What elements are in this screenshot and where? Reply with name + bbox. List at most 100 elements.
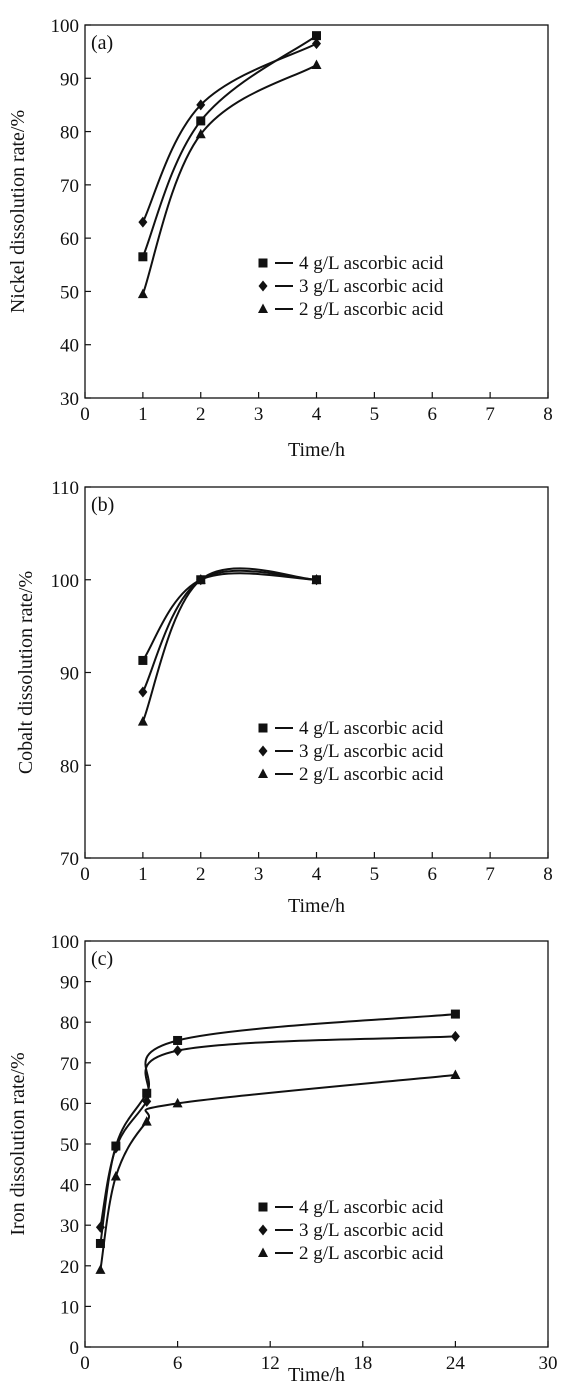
panel-label: (a) <box>91 32 113 54</box>
legend-marker-diamond <box>258 280 268 292</box>
y-tick-label: 60 <box>60 1094 79 1115</box>
y-tick-label: 30 <box>60 389 79 410</box>
data-point-square <box>450 1009 460 1019</box>
y-tick-label: 40 <box>60 336 79 357</box>
data-point-diamond <box>138 686 148 698</box>
y-tick-label: 90 <box>60 69 79 90</box>
x-tick-label: 7 <box>485 864 495 885</box>
chart-panel-0: 0 1 2 3 4 5 6 7 8 30 40 50 60 70 80 90 100 Time/h Nickel d… <box>7 16 553 461</box>
y-tick-label: 110 <box>51 478 79 499</box>
data-point-triangle <box>311 574 322 584</box>
y-tick-label: 70 <box>60 176 79 197</box>
data-point-square <box>312 31 321 41</box>
data-point-diamond <box>138 216 148 228</box>
x-tick-label: 4 <box>312 864 322 885</box>
x-tick-label: 30 <box>539 1353 558 1374</box>
series-line-1 <box>141 569 317 693</box>
legend-marker-square <box>258 1202 268 1212</box>
data-point-square <box>196 116 206 126</box>
y-tick-label: 50 <box>60 282 79 303</box>
data-point-triangle <box>172 1097 183 1108</box>
legend-marker-square <box>258 723 268 733</box>
y-axis-label: Nickel dissolution rate/% <box>7 110 29 313</box>
x-axis-label: Time/h <box>288 895 345 917</box>
panel-label: (b) <box>91 494 114 516</box>
y-tick-label: 0 <box>70 1338 80 1359</box>
data-point-diamond <box>450 1030 460 1042</box>
series-line-1 <box>99 1035 456 1228</box>
x-tick-label: 0 <box>80 1353 90 1374</box>
x-axis-label: Time/h <box>288 1364 345 1386</box>
data-point-triangle <box>137 288 148 299</box>
data-point-diamond <box>196 99 206 111</box>
data-point-square <box>95 1238 105 1248</box>
y-tick-label: 90 <box>60 973 79 994</box>
y-tick-label: 100 <box>51 571 80 592</box>
data-point-diamond <box>142 1095 152 1107</box>
data-point-triangle <box>95 1264 106 1274</box>
data-point-square <box>142 1088 152 1098</box>
x-tick-label: 4 <box>312 404 322 425</box>
x-tick-label: 0 <box>80 864 90 885</box>
data-point-square <box>138 655 148 665</box>
data-point-diamond <box>312 38 321 50</box>
y-tick-label: 50 <box>60 1135 79 1156</box>
data-point-triangle <box>141 1116 152 1126</box>
y-tick-label: 70 <box>60 849 79 870</box>
y-tick-label: 30 <box>60 1216 79 1237</box>
y-tick-label: 40 <box>60 1176 79 1197</box>
x-tick-label: 18 <box>353 1353 372 1374</box>
chart-panel-1: 0 1 2 3 4 5 6 7 8 70 80 90 100 110 Time/h Cobalt dissol… <box>15 478 553 917</box>
legend-label: 3 g/L ascorbic acid <box>299 741 444 762</box>
data-point-triangle <box>195 128 206 139</box>
data-point-triangle <box>195 574 206 584</box>
legend-marker-square <box>258 258 268 268</box>
y-axis-label: Iron dissolution rate/% <box>7 1052 29 1235</box>
x-tick-label: 6 <box>428 404 438 425</box>
legend-label: 3 g/L ascorbic acid <box>299 276 444 297</box>
chart-panel-2: 0 6 12 18 24 30 0 10 20 30 40 50 60 70 80 90 100 Time/h Ir… <box>7 932 558 1386</box>
legend-label: 2 g/L ascorbic acid <box>299 764 444 785</box>
series-line-2 <box>99 1073 456 1271</box>
x-tick-label: 12 <box>261 1353 280 1374</box>
x-tick-label: 3 <box>254 864 264 885</box>
y-tick-label: 20 <box>60 1257 79 1278</box>
x-tick-label: 8 <box>543 864 553 885</box>
legend-marker-diamond <box>258 745 268 757</box>
legend-label: 4 g/L ascorbic acid <box>299 253 444 274</box>
legend-marker-triangle <box>258 303 268 313</box>
y-tick-label: 60 <box>60 229 79 250</box>
x-tick-label: 7 <box>485 404 495 425</box>
data-point-diamond <box>173 1045 183 1057</box>
legend-marker-triangle <box>258 1247 268 1257</box>
panel-label: (c) <box>91 948 113 970</box>
x-axis-label: Time/h <box>288 439 345 461</box>
x-tick-label: 6 <box>173 1353 183 1374</box>
data-point-square <box>138 252 148 262</box>
y-tick-label: 70 <box>60 1054 79 1075</box>
legend-label: 2 g/L ascorbic acid <box>299 1243 444 1264</box>
data-point-diamond <box>95 1221 105 1233</box>
x-tick-label: 1 <box>138 864 148 885</box>
x-tick-label: 3 <box>254 404 264 425</box>
x-tick-label: 6 <box>428 864 438 885</box>
data-point-diamond <box>111 1142 121 1154</box>
legend-marker-triangle <box>258 768 268 778</box>
y-tick-label: 80 <box>60 123 79 144</box>
series-line-0 <box>142 572 317 662</box>
y-tick-label: 10 <box>60 1297 79 1318</box>
data-point-square <box>173 1035 183 1045</box>
y-tick-label: 90 <box>60 664 79 685</box>
series-line-0 <box>141 34 318 258</box>
x-tick-label: 8 <box>543 404 553 425</box>
x-tick-label: 1 <box>138 404 148 425</box>
y-tick-label: 80 <box>60 756 79 777</box>
legend-label: 4 g/L ascorbic acid <box>299 718 444 739</box>
series-line-1 <box>141 42 317 223</box>
plot-frame <box>84 486 549 859</box>
legend-label: 3 g/L ascorbic acid <box>299 1220 444 1241</box>
x-tick-label: 2 <box>196 864 206 885</box>
plot-frame <box>84 24 549 399</box>
plot-frame <box>84 940 549 1348</box>
